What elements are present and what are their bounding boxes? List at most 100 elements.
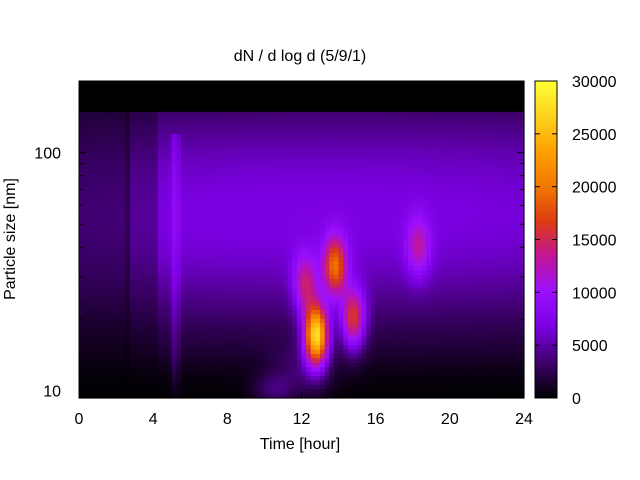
heatmap-cell	[190, 147, 196, 153]
heatmap-cell	[241, 208, 247, 214]
heatmap-cell	[134, 147, 140, 153]
heatmap-cell	[315, 292, 321, 298]
heatmap-cell	[282, 235, 289, 241]
heatmap-cell	[371, 182, 377, 188]
heatmap-cell	[111, 283, 117, 289]
heatmap-cell	[139, 367, 145, 373]
heatmap-cell	[366, 169, 372, 175]
heatmap-cell	[143, 94, 150, 100]
heatmap-cell	[204, 142, 210, 148]
heatmap-cell	[79, 371, 85, 377]
heatmap-cell	[139, 336, 145, 342]
heatmap-cell	[218, 169, 224, 175]
heatmap-cell	[384, 384, 391, 390]
heatmap-cell	[97, 138, 103, 144]
heatmap-cell	[88, 125, 94, 131]
heatmap-cell	[139, 164, 145, 170]
heatmap-cell	[213, 265, 219, 271]
heatmap-cell	[357, 353, 363, 359]
heatmap-cell	[269, 160, 275, 166]
heatmap-cell	[213, 371, 219, 377]
heatmap-cell	[315, 279, 321, 285]
heatmap-cell	[162, 389, 168, 395]
heatmap-cell	[357, 81, 363, 86]
heatmap-cell	[371, 116, 377, 122]
heatmap-cell	[125, 226, 131, 232]
heatmap-cell	[125, 323, 131, 329]
heatmap-cell	[296, 314, 303, 320]
heatmap-cell	[111, 116, 117, 122]
heatmap-cell	[88, 182, 94, 188]
heatmap-cell	[384, 380, 391, 386]
heatmap-cell	[264, 182, 270, 188]
heatmap-cell	[162, 323, 168, 329]
heatmap-cell	[292, 186, 298, 192]
heatmap-cell	[88, 345, 94, 351]
heatmap-cell	[241, 270, 247, 276]
heatmap-cell	[148, 340, 154, 346]
heatmap-cell	[310, 371, 317, 377]
heatmap-cell	[338, 270, 344, 276]
heatmap-cell	[171, 309, 177, 315]
heatmap-cell	[218, 270, 224, 276]
heatmap-cell	[357, 116, 363, 122]
heatmap-cell	[102, 362, 108, 368]
heatmap-cell	[273, 98, 279, 104]
heatmap-cell	[361, 270, 367, 276]
heatmap-cell	[250, 125, 256, 131]
heatmap-cell	[278, 213, 284, 219]
heatmap-cell	[282, 89, 289, 95]
heatmap-cell	[194, 270, 201, 276]
heatmap-cell	[143, 340, 150, 346]
heatmap-cell	[301, 239, 307, 245]
heatmap-cell	[185, 270, 191, 276]
heatmap-cell	[310, 309, 317, 315]
heatmap-cell	[88, 155, 94, 161]
heatmap-cell	[139, 353, 145, 359]
heatmap-cell	[236, 94, 242, 100]
heatmap-cell	[83, 116, 89, 122]
heatmap-cell	[180, 323, 187, 329]
heatmap-cell	[97, 301, 103, 307]
heatmap-cell	[278, 129, 284, 135]
heatmap-cell	[352, 327, 358, 333]
heatmap-cell	[157, 248, 164, 254]
heatmap-cell	[245, 375, 252, 381]
heatmap-cell	[310, 160, 317, 166]
heatmap-cell	[120, 358, 126, 364]
heatmap-cell	[185, 252, 191, 258]
heatmap-cell	[227, 81, 233, 86]
heatmap-cell	[199, 142, 205, 148]
heatmap-cell	[222, 155, 228, 161]
heatmap-cell	[292, 155, 298, 161]
heatmap-cell	[157, 213, 164, 219]
heatmap-cell	[329, 283, 335, 289]
heatmap-cell	[269, 287, 275, 293]
heatmap-cell	[180, 318, 187, 324]
heatmap-cell	[380, 270, 386, 276]
heatmap-cell	[204, 217, 210, 223]
heatmap-cell	[324, 81, 330, 86]
heatmap-cell	[301, 173, 307, 179]
heatmap-cell	[371, 327, 377, 333]
heatmap-cell	[106, 371, 113, 377]
heatmap-cell	[273, 160, 279, 166]
heatmap-cell	[208, 314, 215, 320]
heatmap-cell	[97, 213, 103, 219]
heatmap-cell	[306, 375, 312, 381]
heatmap-cell	[199, 305, 205, 311]
heatmap-cell	[120, 133, 126, 139]
heatmap-cell	[194, 301, 201, 307]
heatmap-cell	[361, 287, 367, 293]
heatmap-cell	[338, 226, 344, 232]
heatmap-cell	[375, 274, 381, 280]
heatmap-cell	[371, 111, 377, 117]
heatmap-cell	[153, 138, 159, 144]
heatmap-cell	[134, 151, 140, 157]
heatmap-cell	[333, 243, 340, 249]
heatmap-cell	[125, 248, 131, 254]
heatmap-cell	[167, 186, 173, 192]
heatmap-cell	[218, 367, 224, 373]
heatmap-cell	[347, 182, 354, 188]
heatmap-cell	[120, 191, 126, 197]
